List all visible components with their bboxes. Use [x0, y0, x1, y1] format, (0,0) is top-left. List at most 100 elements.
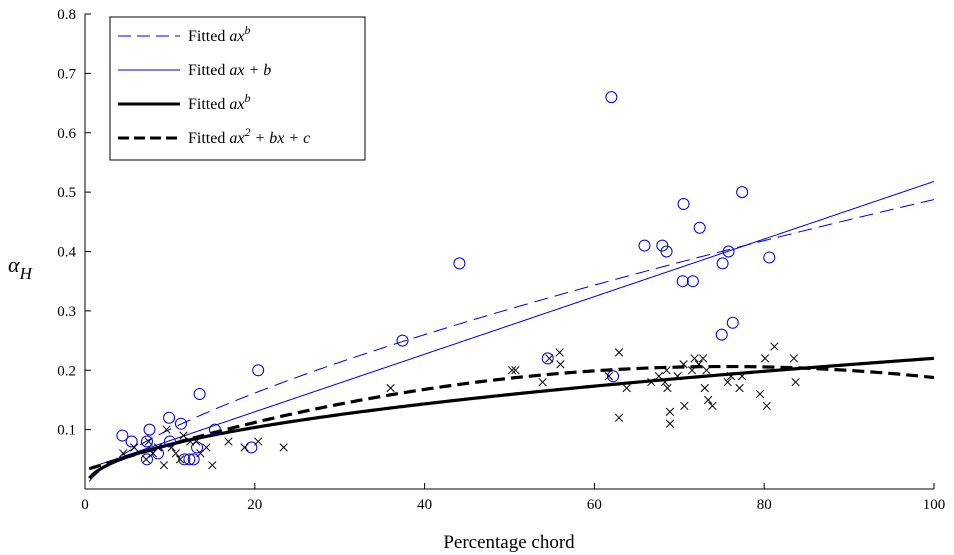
cross-point [507, 366, 517, 375]
y-ticks: 0.1 0.2 0.3 0.4 0.5 0.6 0.7 0.8 [57, 7, 91, 439]
y-tick-label: 0.6 [57, 126, 76, 142]
cross-point [386, 383, 395, 393]
circle-point [763, 251, 776, 264]
cross-point [673, 372, 682, 381]
x-tick-label: 40 [417, 497, 432, 513]
legend-label-1: Fitted axb [188, 23, 250, 45]
cross-point [735, 383, 744, 393]
cross-point [119, 449, 128, 458]
cross-point [698, 354, 708, 363]
legend-formula: ax [229, 62, 244, 79]
cross-point [208, 461, 217, 470]
legend-formula: ax [229, 96, 244, 113]
legend-label-4: Fitted ax2 + bx + c [188, 125, 310, 147]
circle-point [125, 435, 138, 448]
circle-point [208, 423, 221, 436]
circle-point [174, 417, 187, 430]
cross-point [545, 354, 554, 363]
circle-point [736, 186, 749, 199]
cross-point [224, 437, 233, 446]
cross-point [700, 383, 709, 393]
circle-point [245, 441, 258, 454]
fit-line-3 [88, 356, 935, 480]
y-axis-title-subscript: H [19, 264, 34, 283]
cross-point [687, 366, 697, 375]
y-tick-label: 0.2 [57, 363, 76, 379]
circle-point [605, 91, 618, 104]
cross-point [647, 377, 656, 387]
legend-superscript: b [244, 91, 250, 105]
cross-point [614, 348, 624, 357]
circle-point [143, 423, 156, 436]
cross-point [663, 383, 672, 393]
cross-point [660, 377, 670, 387]
cross-point [153, 443, 163, 452]
fit-line-2 [89, 180, 935, 469]
cross-point [555, 348, 564, 357]
legend-prefix: Fitted [188, 130, 229, 147]
cross-point [162, 425, 171, 434]
circle-point [677, 198, 690, 210]
fit-lines [88, 180, 935, 482]
data-points [116, 91, 800, 470]
circle-point [140, 435, 153, 448]
cross-point [175, 455, 185, 464]
cross-point [192, 437, 201, 446]
y-tick-label: 0.7 [57, 66, 76, 82]
cross-point [665, 419, 675, 428]
cross-point [789, 354, 799, 363]
circle-point [163, 411, 176, 424]
circle-point [693, 221, 706, 234]
cross-point [141, 455, 151, 464]
x-axis-title: Percentage chord [443, 532, 575, 553]
cross-point [511, 366, 520, 375]
cross-point [144, 437, 153, 446]
circle-point [116, 429, 129, 442]
x-tick-label: 0 [81, 497, 89, 513]
cross-point [770, 342, 779, 351]
cross-point [755, 389, 765, 399]
circle-point [183, 453, 196, 466]
circle-point [715, 328, 728, 341]
legend-label-2: Fitted ax + b [188, 62, 271, 79]
cross-point [679, 360, 688, 369]
y-tick-label: 0.5 [57, 185, 76, 201]
y-tick-label: 0.8 [57, 7, 76, 23]
legend-formula: ax [229, 28, 244, 45]
cross-point [665, 407, 675, 416]
circle-point [453, 257, 466, 270]
circle-point [716, 257, 729, 270]
cross-point [760, 354, 770, 363]
cross-point [604, 372, 613, 381]
circle-point [638, 239, 651, 252]
legend-formula: ax [229, 130, 244, 147]
circle-point [726, 316, 739, 329]
legend-rest: + b [244, 62, 271, 79]
legend-label-3: Fitted axb [188, 91, 250, 113]
cross-point [202, 443, 211, 452]
circle-point [163, 435, 176, 448]
cross-point [159, 461, 169, 470]
cross-point [762, 401, 771, 411]
x-tick-label: 60 [587, 497, 602, 513]
cross-point [148, 449, 158, 458]
x-tick-label: 80 [757, 497, 772, 513]
cross-point [622, 383, 631, 393]
cross-point [791, 377, 800, 387]
cross-point [240, 443, 249, 452]
circle-point [178, 453, 191, 466]
cross-point [614, 413, 624, 422]
cross-point [167, 443, 176, 452]
fit-line-4 [88, 364, 935, 471]
y-tick-label: 0.3 [57, 304, 76, 320]
legend-rest: + bx + c [250, 130, 310, 147]
y-tick-label: 0.4 [57, 245, 76, 261]
circle-point [193, 388, 206, 400]
legend-box [109, 16, 366, 161]
cross-point [690, 354, 699, 363]
legend-superscript: b [244, 23, 250, 37]
circle-point [722, 245, 735, 258]
circle-point [541, 352, 554, 365]
